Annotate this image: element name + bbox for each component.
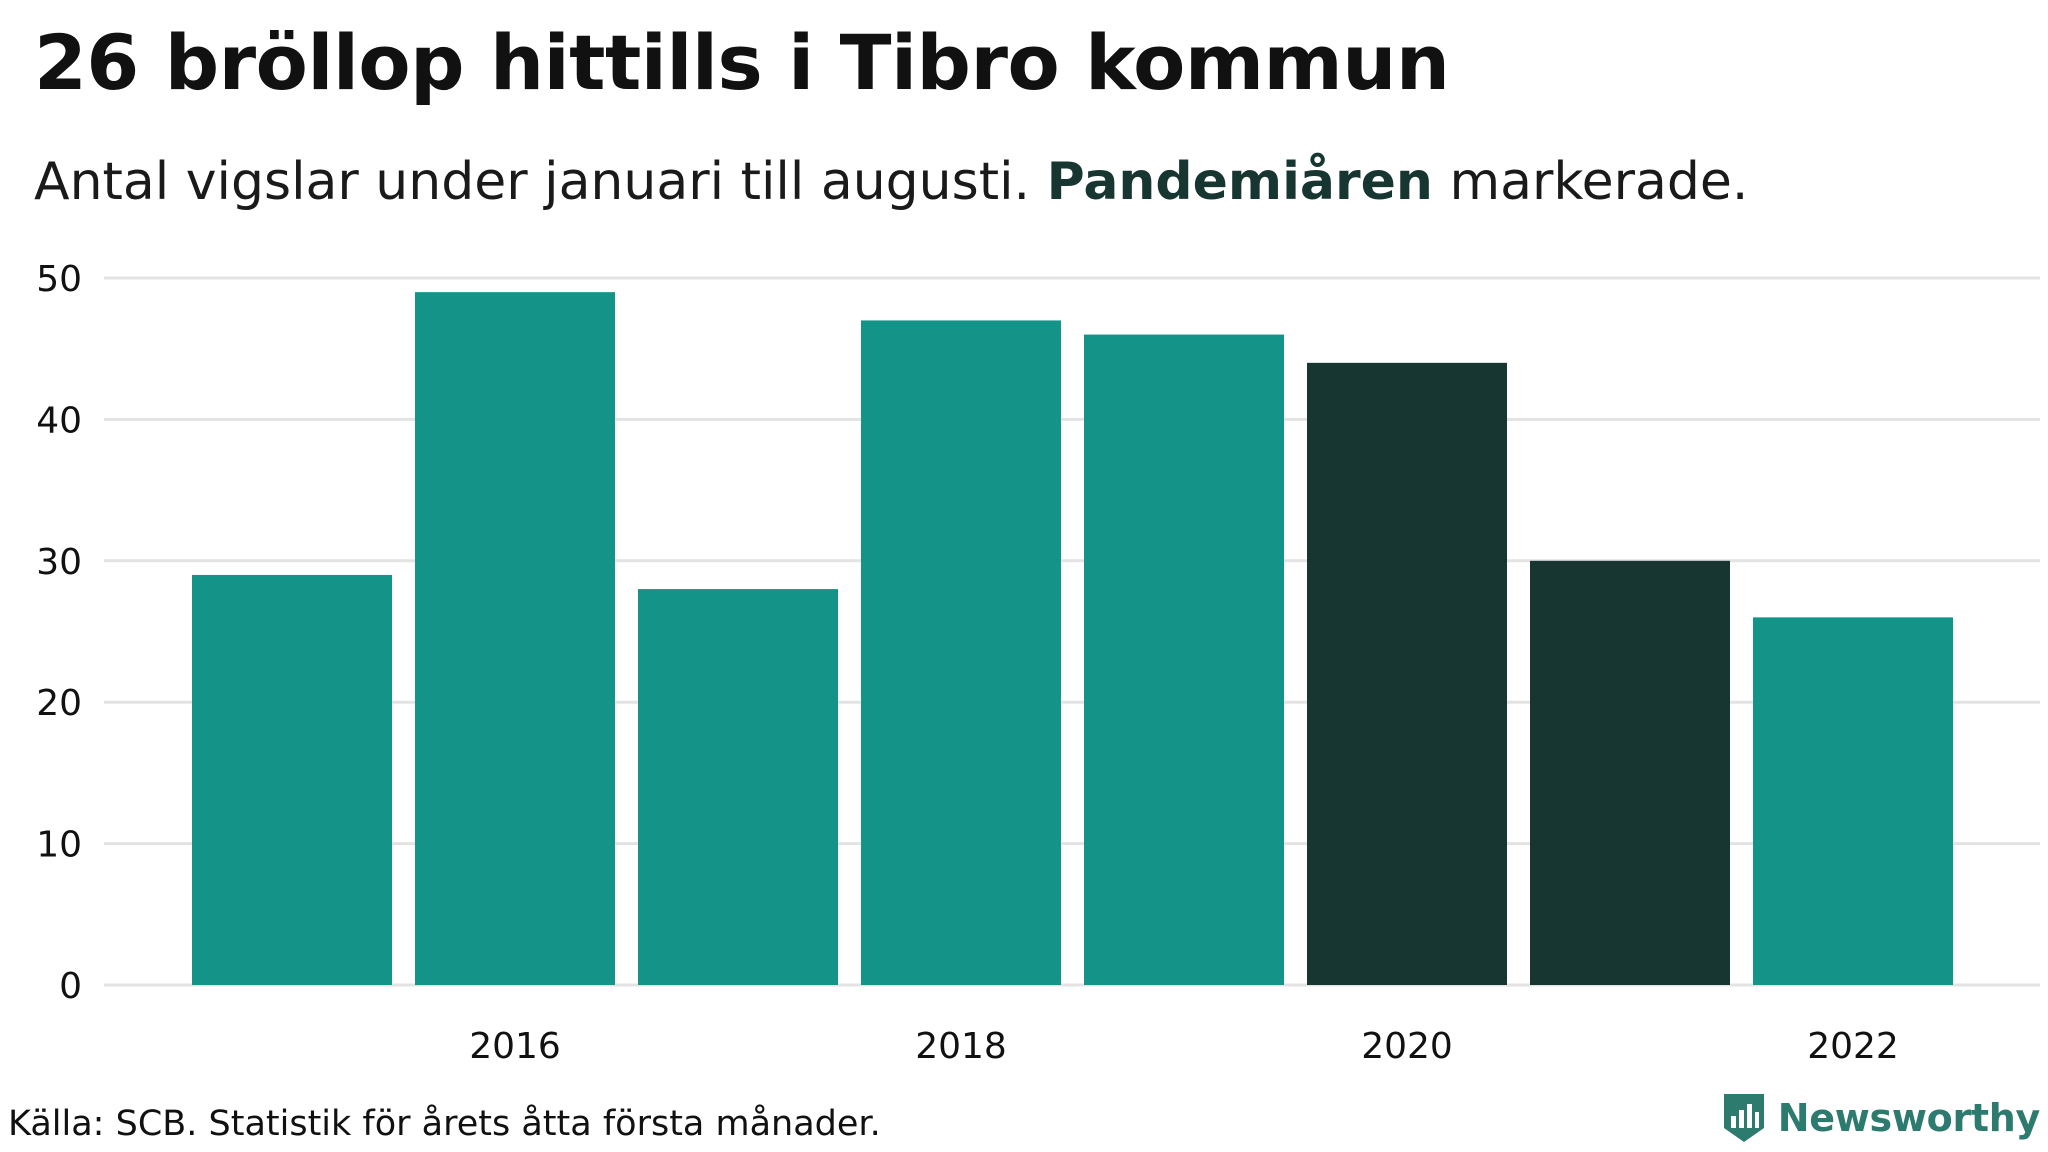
subtitle-text-start: Antal vigslar under januari till augusti… [34,152,1047,212]
bar [861,320,1061,985]
bar [638,589,838,985]
y-tick-label: 20 [36,683,82,724]
x-tick-label: 2022 [1807,1026,1899,1060]
subtitle-text-end: markerade. [1432,152,1749,212]
x-tick-label: 2020 [1361,1026,1453,1060]
brand-name: Newsworthy [1777,1096,2041,1140]
bar [415,292,615,985]
chart-subtitle: Antal vigslar under januari till augusti… [34,152,1748,212]
chart-title: 26 bröllop hittills i Tibro kommun [34,18,1450,107]
y-tick-label: 10 [36,825,82,866]
bar [1753,617,1953,985]
brand-logo: Newsworthy [1720,1090,2040,1146]
bar [1084,334,1284,985]
bar [1530,560,1730,985]
bar [192,574,392,985]
newsworthy-logo-icon [1723,1094,1764,1142]
y-tick-label: 0 [59,966,82,1007]
y-tick-label: 40 [36,400,82,441]
x-tick-label: 2018 [915,1026,1007,1060]
y-tick-label: 50 [36,259,82,300]
x-tick-label: 2016 [469,1026,561,1060]
subtitle-highlight: Pandemiåren [1046,152,1433,212]
bar [1307,362,1507,986]
y-tick-label: 30 [36,542,82,583]
bar-chart: 0 10 20 30 40 50 2016 2018 2020 2022 [36,259,2040,1060]
source-note: Källa: SCB. Statistik för årets åtta för… [8,1104,881,1144]
